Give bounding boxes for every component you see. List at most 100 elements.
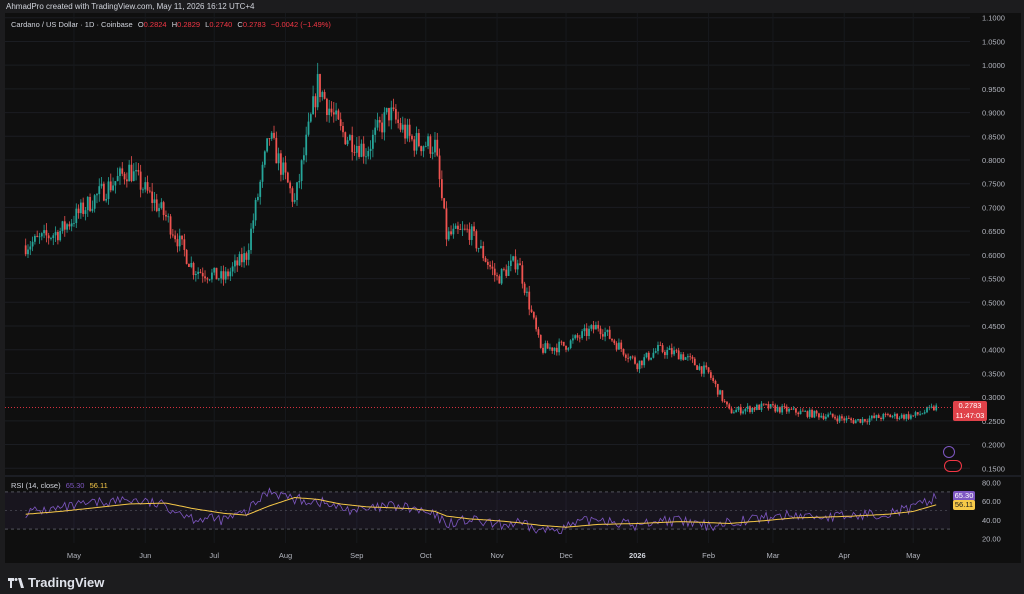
candle-body [831,413,834,417]
rsi-label: RSI (14, close) [11,481,61,490]
candle-body [606,329,609,333]
candle-body [358,145,360,157]
candle-body [815,410,818,414]
candle-body [254,199,257,221]
candle-body [86,197,89,211]
candle-body [804,411,807,412]
candle-body [146,182,149,191]
candle-body [183,239,186,250]
candle-body [551,347,554,351]
candle-body [445,208,448,240]
candle-body [503,268,505,270]
candle-body [401,124,404,130]
candle-body [732,412,735,414]
candle-body [293,200,296,202]
candle-body [91,208,94,211]
candle-body [440,179,443,199]
earnings-event-icon[interactable] [944,460,962,472]
candle-body [165,214,167,217]
candle-body [397,119,400,124]
candle-body [898,417,901,419]
candle-body [337,110,340,120]
change-value: −0.0042 (−1.49%) [270,20,331,29]
candle-body [351,135,354,153]
candle-body [247,250,250,260]
candle-body [900,414,903,418]
candle-body [926,407,928,413]
candle-body [360,143,363,157]
candle-body [201,272,204,277]
candle-body [778,406,781,413]
candle-body [843,418,846,421]
candle-body [585,328,588,337]
rsi-ma-line [25,496,937,528]
candle-body [286,172,289,183]
candle-body [709,372,712,378]
candle-body [755,404,758,410]
price-axis-label: 0.3000 [982,393,1005,402]
candle-body [282,162,285,175]
candle-body [348,135,351,141]
candle-body [523,283,526,293]
chart-area[interactable] [5,13,1021,563]
candle-body [56,231,59,241]
candle-body [112,185,114,191]
candle-body [206,278,209,280]
symbol-legend[interactable]: Cardano / US Dollar · 1D · Coinbase O0.2… [11,20,331,29]
candle-body [484,258,487,262]
candle-body [29,246,32,250]
candle-body [121,168,124,174]
candle-body [615,343,618,350]
candle-body [105,198,108,201]
candle-body [236,260,239,266]
candle-body [406,124,409,139]
symbol-name: Cardano / US Dollar · 1D · Coinbase [11,20,133,29]
candle-body [89,197,91,211]
candle-body [675,350,678,352]
candle-body [114,181,117,186]
candle-body [822,415,825,419]
candle-body [24,245,27,255]
tradingview-brand: TradingView [8,575,104,590]
rsi-legend[interactable]: RSI (14, close) 65.30 56.11 [11,481,108,490]
candle-body [638,360,641,370]
candle-body [473,226,475,232]
creator-caption: AhmadPro created with TradingView.com, M… [6,2,255,11]
candle-body [622,348,625,355]
candle-body [686,356,689,358]
candle-body [404,124,406,139]
candle-body [546,343,549,349]
candle-body [185,249,188,264]
time-axis-label: Feb [702,551,715,560]
candle-body [36,235,39,237]
candle-body [123,173,126,180]
time-axis-label: Oct [420,551,433,560]
candle-body [84,210,87,214]
open-value: 0.2824 [143,20,167,29]
candle-body [650,357,652,360]
candle-body [411,135,413,140]
low-label: L [205,20,210,29]
candle-body [316,74,319,108]
price-axis-label: 0.7000 [982,203,1005,212]
high-value: 0.2829 [177,20,201,29]
candle-body [737,406,740,410]
candle-body [620,342,623,349]
price-axis-label: 0.1500 [982,464,1005,473]
flash-event-icon[interactable] [943,446,955,458]
candle-body [240,254,243,263]
candle-body [450,231,452,235]
candle-body [98,186,101,195]
candle-body [52,235,55,239]
candle-body [438,155,441,180]
candle-body [468,229,471,240]
candle-body [861,419,864,423]
candle-body [836,418,839,422]
candle-body [526,291,528,293]
candle-body [790,408,793,410]
candle-body [45,230,48,236]
candle-body [762,403,765,405]
candle-body [693,358,696,366]
